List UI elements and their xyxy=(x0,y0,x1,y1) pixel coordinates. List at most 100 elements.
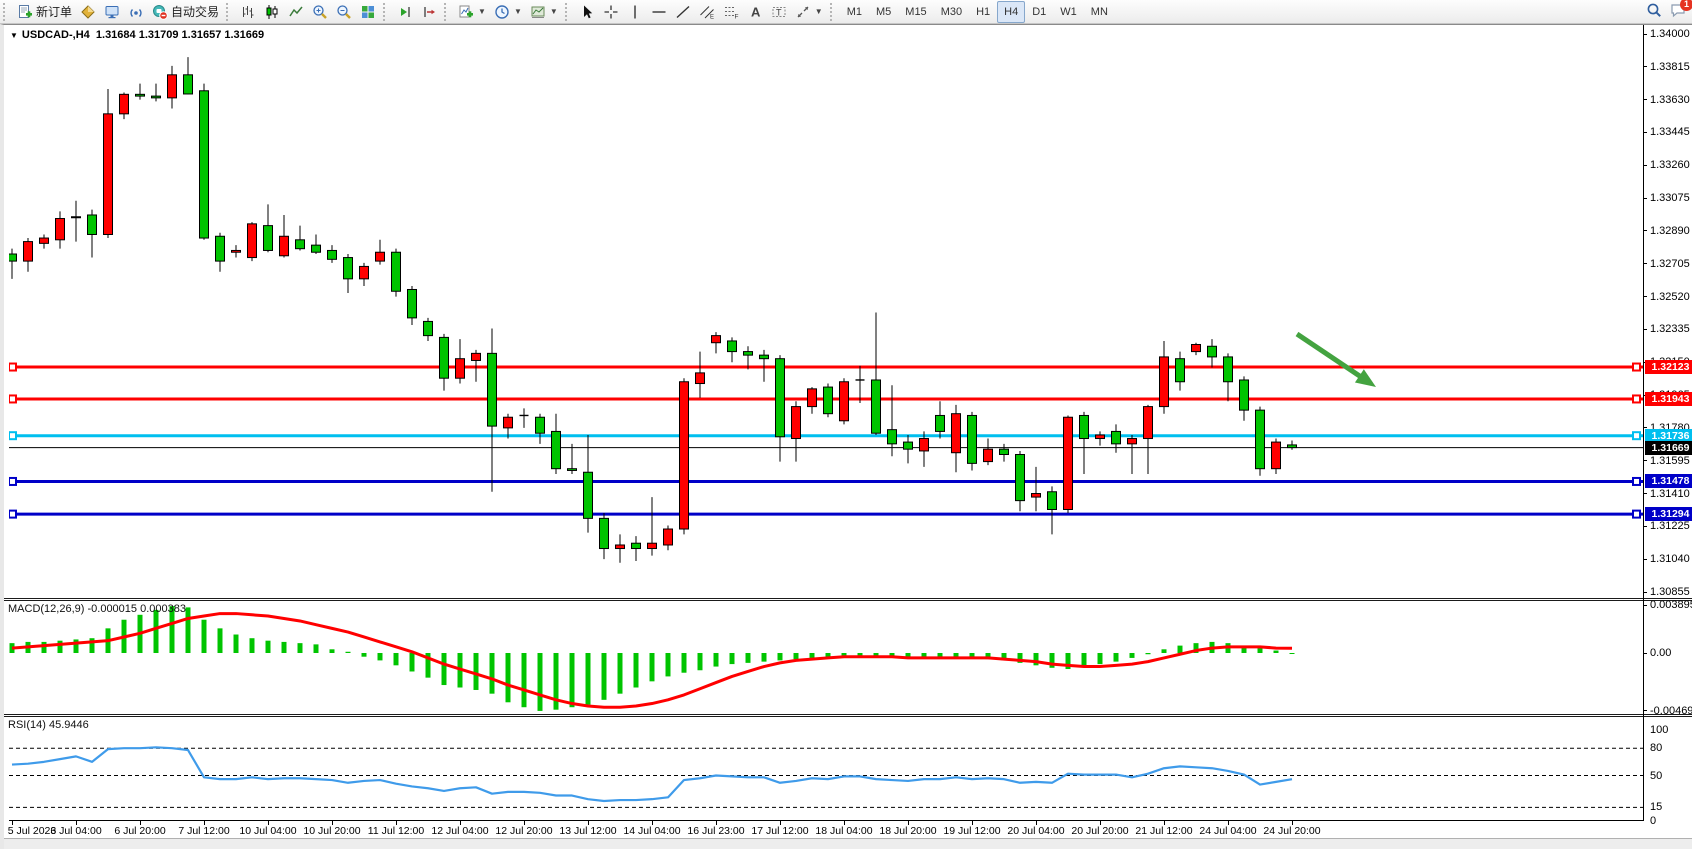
time-tick-mark xyxy=(1100,821,1101,825)
fibonacci-button[interactable]: F xyxy=(719,2,743,22)
macd-bar xyxy=(57,640,63,653)
panel-splitter[interactable] xyxy=(4,714,1692,717)
macd-label: MACD(12,26,9) -0.000015 0.000383 xyxy=(8,603,186,615)
timeframe-d1-button[interactable]: D1 xyxy=(1032,5,1047,18)
line-handle[interactable] xyxy=(1632,394,1641,404)
line-handle[interactable] xyxy=(1632,431,1641,441)
auto-trading-button[interactable]: 自动交易 xyxy=(148,2,223,22)
macd-panel[interactable] xyxy=(9,601,1643,714)
candle-down xyxy=(967,414,977,464)
trendline-button[interactable] xyxy=(671,2,695,22)
timeframe-w1-button[interactable]: W1 xyxy=(1060,5,1077,18)
periods-button[interactable]: ▼ xyxy=(490,2,526,22)
toolbar-grip[interactable] xyxy=(3,2,10,21)
templates-button[interactable]: ▼ xyxy=(526,2,562,22)
toolbar-grip[interactable] xyxy=(444,2,451,21)
text-icon: A xyxy=(747,4,763,20)
macd-bar xyxy=(473,653,479,690)
timeframe-m15-button[interactable]: M15 xyxy=(905,5,927,18)
line-handle[interactable] xyxy=(1632,476,1641,486)
crosshair-button[interactable] xyxy=(599,2,623,22)
time-axis-strip[interactable]: 5 Jul 2023 6 Jul 04:00 6 Jul 20:00 7 Jul 12… xyxy=(4,821,1692,838)
price-tick-label: 1.30855 xyxy=(1650,586,1690,598)
line-handle[interactable] xyxy=(9,394,17,404)
rsi-panel[interactable] xyxy=(9,717,1643,821)
bar-chart-button[interactable] xyxy=(236,2,260,22)
arrow-annotation-head[interactable] xyxy=(1354,369,1376,387)
macd-bar xyxy=(1129,653,1135,658)
horizontal-line-button[interactable] xyxy=(647,2,671,22)
macd-bar xyxy=(793,653,799,660)
time-tick-label: 10 Jul 20:00 xyxy=(303,825,361,837)
line-handle[interactable] xyxy=(9,509,17,519)
search-icon[interactable] xyxy=(1646,2,1662,23)
channel-button[interactable]: E xyxy=(695,2,719,22)
timeframe-mn-button[interactable]: MN xyxy=(1090,5,1108,18)
tile-windows-button[interactable] xyxy=(356,2,380,22)
candle-up xyxy=(615,544,625,550)
price-tag[interactable]: 1.31736 xyxy=(1645,428,1692,443)
indicators-button[interactable]: ▼ xyxy=(454,2,490,22)
vertical-line-button[interactable] xyxy=(623,2,647,22)
timeframe-m5-button[interactable]: M5 xyxy=(876,5,892,18)
text-button[interactable]: A xyxy=(743,2,767,22)
candle-down xyxy=(599,517,609,550)
market-watch-button[interactable] xyxy=(76,2,100,22)
new-order-button[interactable]: 新订单 xyxy=(13,2,76,22)
notification-badge: 1 xyxy=(1680,0,1692,11)
cursor-button[interactable] xyxy=(575,2,599,22)
chevron-down-icon[interactable]: ▼ xyxy=(10,31,18,40)
price-tag[interactable]: 1.31669 xyxy=(1645,440,1692,455)
macd-bar xyxy=(153,609,159,653)
timeframe-h4-button[interactable]: H4 xyxy=(997,0,1026,23)
line-chart-button[interactable] xyxy=(284,2,308,22)
macd-bar xyxy=(313,644,319,653)
toolbar-grip[interactable] xyxy=(226,2,233,21)
candle-down xyxy=(327,249,337,260)
price-tag[interactable]: 1.31478 xyxy=(1645,474,1692,489)
time-tick-mark xyxy=(780,821,781,825)
candle-up xyxy=(1159,356,1169,408)
price-tag[interactable]: 1.32123 xyxy=(1645,360,1692,375)
time-tick-mark xyxy=(76,821,77,825)
candle-chart-button[interactable] xyxy=(260,2,284,22)
toolbar-grip[interactable] xyxy=(564,2,572,21)
panel-splitter[interactable] xyxy=(4,598,1692,601)
candle-down xyxy=(1223,356,1233,383)
tline-icon xyxy=(675,4,691,20)
auto-scroll-button[interactable] xyxy=(393,2,417,22)
chart-shift-button[interactable] xyxy=(417,2,441,22)
macd-bar xyxy=(1161,649,1167,653)
line-handle[interactable] xyxy=(1632,362,1641,372)
macd-bar xyxy=(1273,650,1279,653)
label-button[interactable]: T xyxy=(767,2,791,22)
zoom-out-button[interactable] xyxy=(332,2,356,22)
chart-window-button[interactable] xyxy=(100,2,124,22)
zoom-out-icon xyxy=(336,4,352,20)
arrow-annotation[interactable] xyxy=(1295,331,1369,383)
price-chart-panel[interactable] xyxy=(9,28,1643,598)
macd-bar xyxy=(185,607,191,653)
signals-button[interactable] xyxy=(124,2,148,22)
toolbar-grip[interactable] xyxy=(383,2,390,21)
timeframe-m30-button[interactable]: M30 xyxy=(940,5,963,18)
arrows-button[interactable]: ▼ xyxy=(791,2,827,22)
time-tick-label: 6 Jul 04:00 xyxy=(50,825,102,837)
price-tag[interactable]: 1.31943 xyxy=(1645,391,1692,406)
zoom-in-button[interactable] xyxy=(308,2,332,22)
toolbar-grip[interactable] xyxy=(829,2,837,21)
line-handle[interactable] xyxy=(9,476,17,486)
chat-icon[interactable]: 1 xyxy=(1670,0,1692,23)
time-tick-mark xyxy=(1036,821,1037,825)
macd-bar xyxy=(1177,645,1183,653)
line-handle[interactable] xyxy=(1632,509,1641,519)
timeframe-m1-button[interactable]: M1 xyxy=(846,5,862,18)
candle-down xyxy=(439,336,449,379)
candle-down xyxy=(567,468,577,471)
line-handle[interactable] xyxy=(9,362,17,372)
timeframe-h1-button[interactable]: H1 xyxy=(976,5,991,18)
line-handle[interactable] xyxy=(9,431,17,441)
price-tag[interactable]: 1.31294 xyxy=(1645,507,1692,522)
macd-bar xyxy=(361,653,367,657)
